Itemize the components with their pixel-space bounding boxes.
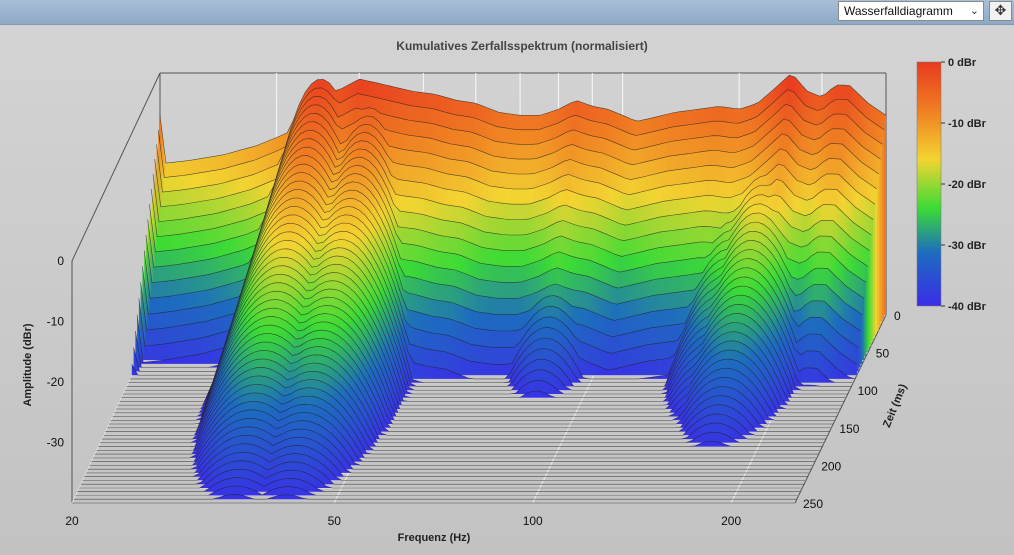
- z-axis-label: Zeit (ms): [881, 382, 909, 429]
- decay-slice-outline: [133, 206, 859, 372]
- colorbar-tick-label: 0 dBr: [948, 57, 977, 69]
- decay-slice-outline: [143, 155, 870, 299]
- colorbar-tick-label: -20 dBr: [948, 179, 987, 191]
- decay-slice-outline: [107, 333, 832, 429]
- decay-slice-outline: [98, 375, 823, 447]
- waterfall-chart: Kumulatives Zerfallsspektrum (normalisie…: [22, 39, 987, 544]
- decay-slice-outline: [123, 256, 848, 395]
- decay-slice-outline: [114, 299, 839, 414]
- colorbar-tick-label: -30 dBr: [948, 240, 987, 252]
- decay-slice-outline: [147, 138, 874, 268]
- decay-slice-outline: [82, 451, 806, 481]
- decay-slice-outline: [112, 307, 837, 417]
- decay-slice: [75, 486, 799, 496]
- decay-slice-outline: [105, 341, 830, 432]
- decay-slice-outline: [109, 324, 834, 425]
- move-button[interactable]: ✥: [989, 1, 1012, 21]
- decay-slice-outline: [80, 460, 805, 485]
- decay-slice-outline: [89, 417, 814, 466]
- y-tick-label: -20: [47, 375, 65, 389]
- decay-slice-outline: [156, 95, 883, 193]
- x-tick-label: 20: [65, 514, 79, 528]
- decay-slice-outline: [126, 239, 852, 387]
- decay-slice-outline: [117, 282, 843, 406]
- z-tick-label: 50: [876, 347, 890, 361]
- decay-slice-outline: [87, 426, 812, 470]
- toolbar: Wasserfalldiagramm ⌄ ✥: [0, 0, 1014, 25]
- decay-slice-outline: [128, 231, 854, 383]
- decay-slice-outline: [136, 189, 863, 363]
- decay-slice-outline: [77, 477, 801, 492]
- decay-slice: [82, 452, 806, 481]
- decay-slice-outline: [86, 434, 810, 474]
- colorbar-tick-label: -10 dBr: [948, 118, 987, 130]
- colorbar: 0 dBr -10 dBr -20 dBr -30 dBr -40 dBr: [916, 57, 987, 313]
- view-select[interactable]: Wasserfalldiagramm ⌄: [838, 1, 984, 21]
- decay-slice-outline: [84, 443, 808, 477]
- decay-slice-outline: [91, 409, 815, 462]
- z-tick-label: 150: [839, 422, 859, 436]
- decay-slice-outline: [135, 197, 861, 368]
- decay-slice: [79, 469, 803, 488]
- frame-left-top: [71, 72, 161, 262]
- colorbar-ticks: 0 dBr -10 dBr -20 dBr -30 dBr -40 dBr: [941, 57, 987, 313]
- decay-slice-outline: [93, 401, 817, 459]
- decay-slice-outline: [73, 494, 797, 500]
- decay-slice-outline: [75, 485, 799, 496]
- decay-slice-outline: [131, 214, 858, 376]
- chevron-down-icon: ⌄: [969, 5, 979, 17]
- decay-slice-outline: [130, 223, 856, 380]
- z-tick-label: 0: [894, 309, 901, 323]
- x-tick-label: 50: [328, 514, 342, 528]
- decay-slice-outline: [124, 248, 850, 391]
- decay-slice: [77, 477, 801, 492]
- x-tick-label: 100: [523, 514, 543, 528]
- view-select-value: Wasserfalldiagramm: [844, 4, 953, 18]
- chart-title: Kumulatives Zerfallsspektrum (normalisie…: [396, 39, 647, 53]
- decay-slice-outline: [119, 273, 845, 402]
- waterfall-slices: [72, 74, 887, 504]
- decay-slice-outline: [159, 74, 887, 164]
- decay-slice-outline: [96, 384, 821, 451]
- axis-ticks: 20 50 100 200 0 -10 -20 -30 0 50 100 150 200 250: [47, 254, 901, 528]
- z-tick-label: 250: [803, 497, 823, 511]
- decay-slice: [84, 443, 808, 477]
- decay-slice-outline: [142, 163, 868, 315]
- y-axis-label: Amplitude (dBr): [22, 323, 34, 406]
- x-axis-label: Frequenz (Hz): [398, 532, 471, 544]
- move-icon: ✥: [994, 2, 1007, 18]
- decay-slice-outline: [116, 290, 841, 410]
- decay-slice-outline: [100, 367, 825, 444]
- decay-slice-outline: [110, 316, 835, 421]
- decay-slice-outline: [101, 358, 826, 440]
- decay-slice-outline: [94, 392, 819, 455]
- x-tick-label: 200: [721, 514, 741, 528]
- decay-slice-outline: [138, 180, 865, 347]
- decay-slice-outline: [79, 468, 803, 489]
- decay-slice-outline: [121, 265, 846, 398]
- y-tick-label: -30: [47, 436, 65, 450]
- y-tick-label: -10: [47, 315, 65, 329]
- y-tick-label: 0: [57, 254, 64, 268]
- decay-slice-outline: [140, 172, 867, 331]
- colorbar-tick-label: -40 dBr: [948, 301, 987, 313]
- z-tick-label: 200: [821, 459, 841, 473]
- colorbar-gradient: [916, 61, 942, 307]
- decay-slice-outline: [103, 350, 828, 436]
- decay-slice-outline: [157, 87, 885, 178]
- z-tick-label: 100: [858, 384, 878, 398]
- decay-slice-outline: [145, 146, 872, 284]
